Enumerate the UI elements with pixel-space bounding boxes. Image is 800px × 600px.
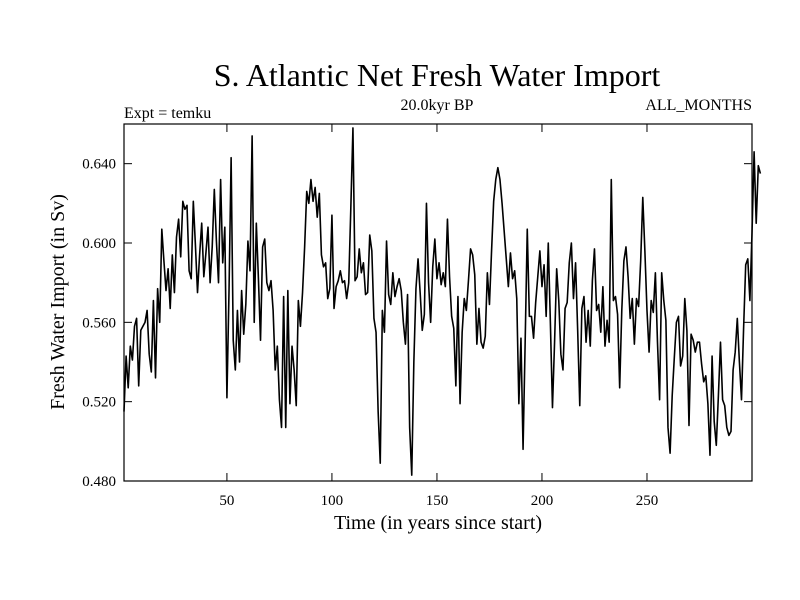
y-tick-label: 0.600	[82, 236, 116, 252]
y-tick-label: 0.480	[82, 474, 116, 490]
plot-layer	[123, 127, 762, 476]
y-tick-label: 0.640	[82, 157, 116, 173]
series-line	[123, 127, 762, 476]
y-axis-ticks: 0.480 0.520 0.560 0.600 0.640	[82, 157, 752, 490]
chart-subtitle: 20.0kyr BP	[401, 97, 474, 114]
x-axis-label: Time (in years since start)	[334, 512, 542, 534]
y-tick-label: 0.560	[82, 315, 116, 331]
x-tick-label: 250	[636, 493, 659, 509]
months-label: ALL_MONTHS	[645, 97, 752, 114]
experiment-label: Expt = temku	[124, 105, 211, 122]
y-tick-label: 0.520	[82, 395, 116, 411]
x-tick-label: 150	[426, 493, 449, 509]
x-tick-label: 50	[219, 493, 234, 509]
chart-title: S. Atlantic Net Fresh Water Import	[214, 57, 661, 93]
x-tick-label: 100	[321, 493, 344, 509]
y-axis-label: Fresh Water Import (in Sv)	[47, 194, 69, 410]
x-axis-ticks: 50 100 150 200 250	[219, 124, 658, 509]
x-tick-label: 200	[531, 493, 554, 509]
plot-frame	[123, 123, 753, 482]
